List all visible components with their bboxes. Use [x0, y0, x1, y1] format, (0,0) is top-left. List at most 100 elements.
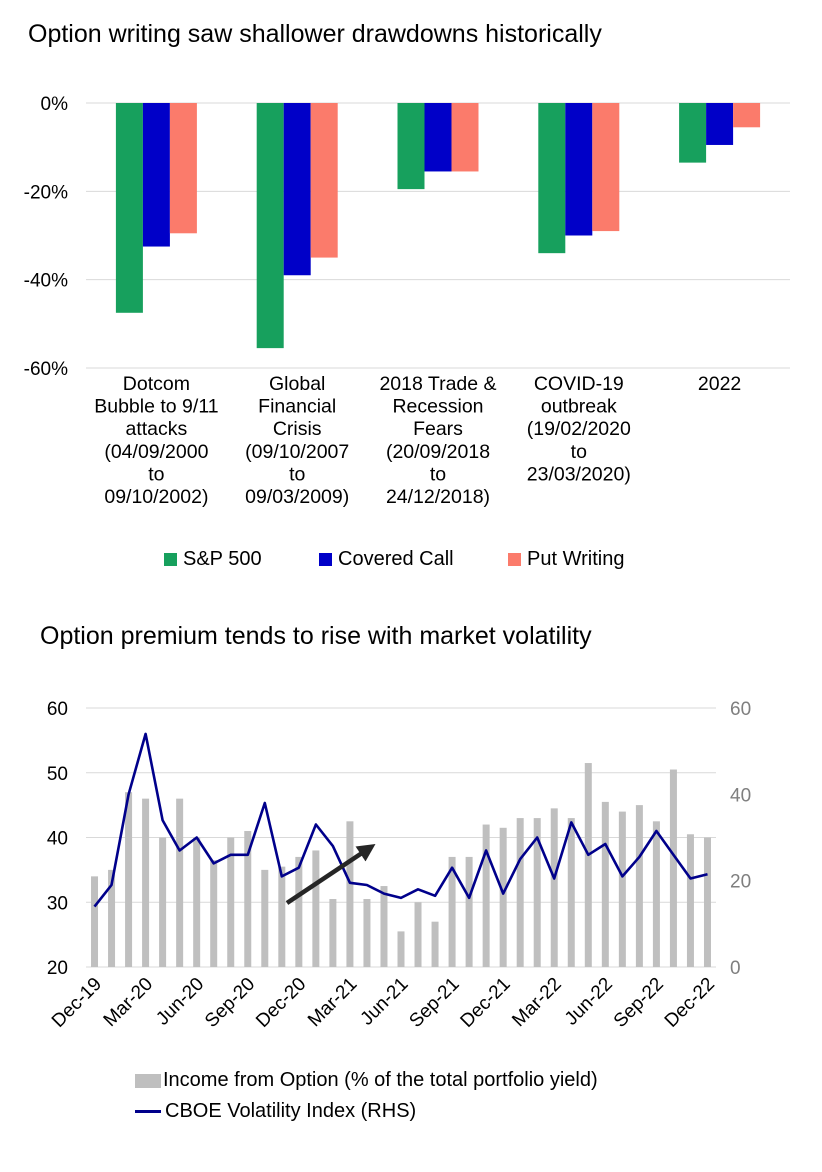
chart2-income-bar [176, 798, 184, 967]
chart2-x-tick-label: Jun-22 [561, 974, 617, 1030]
chart1-bar-put-writing [733, 103, 761, 128]
chart2-income-bar [669, 769, 677, 967]
chart2-income-bar [397, 931, 405, 967]
chart2-income-bar [448, 856, 456, 967]
chart1-bar-covered-call [424, 103, 452, 172]
chart1-bar-put-writing [451, 103, 479, 172]
chart2-income-bar [601, 801, 609, 967]
chart1-y-tick-label: -60% [24, 359, 68, 380]
chart1-bar-covered-call [142, 103, 170, 247]
chart2-left-tick-label: 50 [47, 764, 68, 785]
chart1-legend-put-writing: Put Writing [508, 548, 624, 571]
income-swatch-icon [135, 1073, 161, 1088]
chart1-bar-s-p-500 [679, 103, 707, 163]
put-writing-swatch-icon [508, 553, 521, 566]
chart2-x-tick-label: Dec-22 [661, 974, 719, 1032]
chart2-income-bar [125, 792, 133, 967]
chart1-category-label: Global Financial Crisis (09/10/2007 to 09/03/… [245, 373, 349, 508]
chart2-x-tick-label: Mar-21 [304, 974, 361, 1031]
chart2-right-tick-label: 40 [730, 785, 751, 806]
chart2-x-tick-label: Mar-22 [508, 974, 565, 1031]
drawdown-bar-chart: 0% -20% -40% -60% Dotcom Bubble to 9/11 attack… [24, 94, 790, 508]
chart2-income-bar [108, 869, 116, 967]
chart2-income-bar [142, 798, 150, 967]
chart2-income-bar [227, 837, 235, 967]
sp500-swatch-icon [164, 553, 177, 566]
chart2-income-bar [295, 856, 303, 967]
chart2-income-bar [414, 902, 422, 967]
chart2-income-bar [329, 899, 337, 967]
chart2-income-bar [618, 811, 626, 967]
chart2-income-bar [482, 824, 490, 967]
chart1-bar-s-p-500 [397, 103, 425, 190]
chart2-income-bar [159, 837, 167, 967]
chart2-right-tick-label: 20 [730, 872, 751, 893]
chart1-legend-covered-call: Covered Call [319, 548, 454, 571]
chart2-income-bar [244, 831, 252, 967]
chart2-left-tick-label: 40 [47, 829, 68, 850]
covered-call-swatch-icon [319, 553, 332, 566]
chart2-left-tick-label: 30 [47, 893, 68, 914]
chart2-income-bar [91, 876, 99, 967]
chart2-income-bar [210, 860, 218, 967]
legend-label-covered-call: Covered Call [338, 548, 454, 570]
chart2-left-tick-label: 60 [47, 699, 68, 720]
chart2-income-bar [465, 856, 473, 967]
chart1-bar-covered-call [283, 103, 311, 276]
chart2-x-tick-label: Dec-20 [252, 974, 310, 1032]
chart2-right-tick-label: 0 [730, 958, 741, 979]
chart2-income-bar [278, 866, 286, 967]
chart2-income-bar [584, 763, 592, 967]
chart2-x-tick-label: Dec-19 [48, 974, 106, 1032]
chart2-income-bar [550, 808, 558, 967]
chart1-bar-put-writing [169, 103, 197, 234]
chart2-income-bar [686, 834, 694, 967]
vix-line-swatch-icon [135, 1110, 161, 1113]
chart2-x-tick-label: Jun-20 [152, 974, 208, 1030]
chart2-income-bar [346, 821, 354, 967]
chart2-x-tick-label: Mar-20 [100, 974, 157, 1031]
chart2-income-bar [635, 805, 643, 967]
legend-label-vix: CBOE Volatility Index (RHS) [165, 1100, 417, 1122]
chart2-income-bar [516, 818, 524, 967]
chart2-right-tick-label: 60 [730, 699, 751, 720]
chart1-category-label: 2022 [698, 373, 741, 395]
legend-label-put-writing: Put Writing [527, 548, 625, 570]
chart2-x-tick-label: Sep-20 [201, 974, 259, 1032]
chart1-title: Option writing saw shallower drawdowns h… [28, 20, 602, 48]
chart2-income-bar [533, 818, 541, 967]
chart1-y-tick-label: -20% [24, 182, 68, 203]
chart1-legend-sp500: S&P 500 [164, 548, 262, 571]
chart2-income-bar [261, 869, 269, 967]
chart1-bar-put-writing [592, 103, 620, 232]
legend-label-sp500: S&P 500 [183, 548, 262, 570]
chart1-bar-s-p-500 [538, 103, 566, 254]
chart1-bar-s-p-500 [115, 103, 143, 313]
chart2-left-tick-label: 20 [47, 958, 68, 979]
chart1-bar-put-writing [310, 103, 338, 258]
chart2-income-bar [363, 899, 371, 967]
legend-label-income: Income from Option (% of the total portf… [163, 1069, 598, 1091]
chart1-category-label: COVID-19 outbreak (19/02/2020 to 23/03/2020) [527, 373, 631, 485]
chart2-income-bar [703, 837, 711, 967]
chart2-x-tick-label: Dec-21 [457, 974, 515, 1032]
chart2-income-bar [499, 827, 507, 967]
chart1-y-tick-label: 0% [41, 94, 69, 115]
chart2-vix-line [93, 732, 708, 908]
chart2-x-tick-label: Sep-21 [405, 974, 463, 1032]
chart1-bar-s-p-500 [256, 103, 284, 349]
chart1-bar-covered-call [706, 103, 734, 145]
chart1-category-label: Dotcom Bubble to 9/11 attacks (04/09/2000 to… [94, 373, 218, 508]
chart2-income-bar [193, 837, 201, 967]
chart2-legend-vix: CBOE Volatility Index (RHS) [135, 1100, 416, 1123]
chart1-y-tick-label: -40% [24, 271, 68, 292]
chart2-upward-arrow-icon [285, 844, 376, 905]
chart2-income-bar [431, 921, 439, 967]
chart1-bar-covered-call [565, 103, 593, 236]
chart2-legend-income: Income from Option (% of the total portf… [135, 1069, 598, 1092]
chart2-income-bar [652, 821, 660, 967]
chart2-income-bar [567, 818, 575, 967]
chart2-x-tick-label: Jun-21 [357, 974, 413, 1030]
chart2-income-bar [380, 886, 388, 967]
